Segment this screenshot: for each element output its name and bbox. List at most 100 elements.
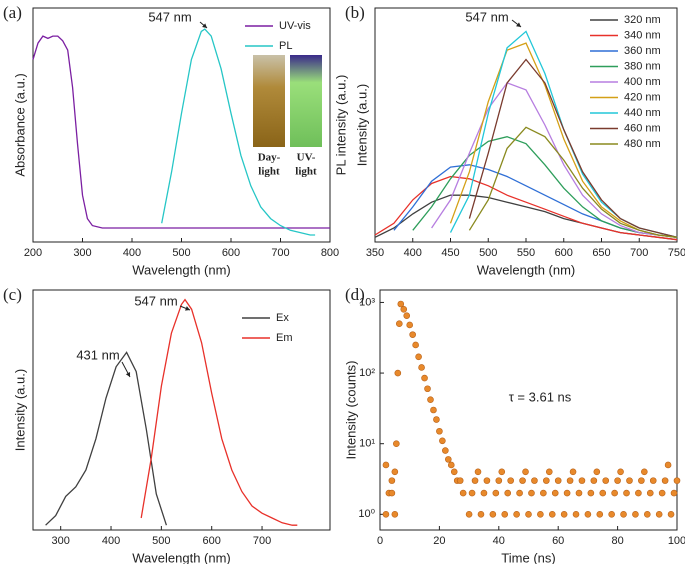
data-point bbox=[489, 511, 497, 518]
spectrum-line bbox=[431, 82, 678, 238]
spectrum-line bbox=[412, 136, 678, 238]
data-point bbox=[584, 511, 592, 518]
data-point bbox=[635, 489, 642, 497]
data-point bbox=[658, 489, 666, 497]
data-point bbox=[596, 511, 604, 518]
x-tick-label: 700 bbox=[271, 247, 289, 259]
inset-photo bbox=[253, 55, 285, 147]
data-point bbox=[560, 511, 568, 518]
data-point bbox=[471, 477, 479, 484]
inset-label: light bbox=[295, 166, 317, 178]
x-tick-label: 650 bbox=[592, 247, 610, 259]
data-point bbox=[430, 406, 437, 414]
data-point bbox=[447, 461, 455, 469]
inset-label: Day- bbox=[258, 152, 281, 164]
x-tick-label: 400 bbox=[404, 247, 422, 259]
data-point bbox=[396, 320, 403, 327]
data-point bbox=[649, 477, 657, 484]
x-tick-label: 500 bbox=[152, 535, 170, 547]
data-point bbox=[670, 489, 678, 497]
data-point bbox=[522, 468, 529, 476]
spectrum-line bbox=[468, 58, 678, 238]
x-tick-label: 80 bbox=[611, 535, 623, 547]
data-point bbox=[474, 468, 482, 476]
data-point bbox=[403, 312, 411, 319]
data-point bbox=[424, 385, 431, 393]
data-point bbox=[436, 427, 443, 435]
data-point bbox=[537, 511, 544, 518]
inset-photo bbox=[290, 55, 322, 147]
x-tick-label: 20 bbox=[433, 535, 445, 547]
data-point bbox=[415, 353, 422, 361]
data-point bbox=[388, 477, 396, 484]
x-axis-title: Wavelength (nm) bbox=[132, 262, 231, 277]
legend-label: 320 nm bbox=[624, 14, 661, 26]
y-axis-title: Intensity (counts) bbox=[343, 361, 358, 460]
data-point bbox=[492, 489, 500, 497]
data-point bbox=[483, 477, 491, 484]
legend-label: 480 nm bbox=[624, 138, 661, 150]
spectrum-line bbox=[140, 298, 298, 526]
x-tick-label: 350 bbox=[366, 247, 384, 259]
data-point bbox=[569, 468, 577, 476]
data-point bbox=[418, 364, 425, 371]
legend-label: 440 nm bbox=[624, 107, 661, 119]
x-tick-label: 400 bbox=[102, 535, 120, 547]
x-tick-label: 300 bbox=[52, 535, 70, 547]
data-point bbox=[655, 511, 663, 518]
y-axis-title: Intensity (a.u.) bbox=[12, 369, 27, 451]
data-point bbox=[409, 331, 416, 338]
data-point bbox=[480, 489, 488, 497]
arrow-head bbox=[202, 23, 207, 28]
annotation: 547 nm bbox=[134, 293, 177, 308]
y-tick-label: 10³ bbox=[359, 296, 375, 308]
x-tick-label: 800 bbox=[321, 247, 339, 259]
legend-label: 420 nm bbox=[624, 91, 661, 103]
panel-label: (a) bbox=[3, 3, 22, 22]
x-tick-label: 700 bbox=[630, 247, 648, 259]
annotation: 547 nm bbox=[465, 9, 508, 24]
data-point bbox=[572, 511, 580, 518]
x-tick-label: 100 bbox=[668, 535, 685, 547]
data-point bbox=[456, 477, 464, 484]
data-point bbox=[632, 511, 639, 518]
data-point bbox=[551, 489, 559, 497]
x-tick-label: 500 bbox=[172, 247, 190, 259]
y-tick-label: 10⁰ bbox=[358, 508, 375, 520]
spectrum-line bbox=[32, 35, 330, 229]
data-point bbox=[599, 489, 607, 497]
x-axis-title: Wavelength (nm) bbox=[477, 262, 576, 277]
x-tick-label: 700 bbox=[253, 535, 271, 547]
data-point bbox=[528, 489, 535, 497]
data-point bbox=[382, 511, 390, 518]
data-point bbox=[495, 477, 503, 484]
data-point bbox=[590, 477, 598, 484]
panel-label: (d) bbox=[345, 285, 365, 304]
x-tick-label: 600 bbox=[203, 535, 221, 547]
data-point bbox=[602, 477, 610, 484]
arrow-head bbox=[516, 22, 521, 27]
data-point bbox=[391, 468, 399, 476]
legend-label: 400 nm bbox=[624, 76, 661, 88]
y-tick-label: 10¹ bbox=[359, 438, 375, 450]
x-tick-label: 60 bbox=[552, 535, 564, 547]
data-point bbox=[477, 511, 485, 518]
data-point bbox=[427, 396, 434, 403]
legend-label: Ex bbox=[276, 312, 289, 324]
data-point bbox=[516, 489, 523, 497]
y-axis-title: Intensity (a.u.) bbox=[354, 84, 369, 166]
legend-label: 360 nm bbox=[624, 45, 661, 57]
data-point bbox=[519, 477, 526, 484]
data-point bbox=[442, 447, 449, 454]
data-point bbox=[393, 440, 400, 447]
data-point bbox=[566, 477, 574, 484]
data-point bbox=[394, 369, 402, 377]
data-point bbox=[664, 461, 672, 469]
data-point bbox=[406, 321, 414, 329]
data-point bbox=[465, 511, 473, 518]
annotation: 547 nm bbox=[148, 9, 191, 24]
x-tick-label: 750 bbox=[668, 247, 685, 259]
data-point bbox=[673, 477, 681, 484]
data-point bbox=[501, 511, 509, 518]
data-point bbox=[507, 477, 514, 484]
